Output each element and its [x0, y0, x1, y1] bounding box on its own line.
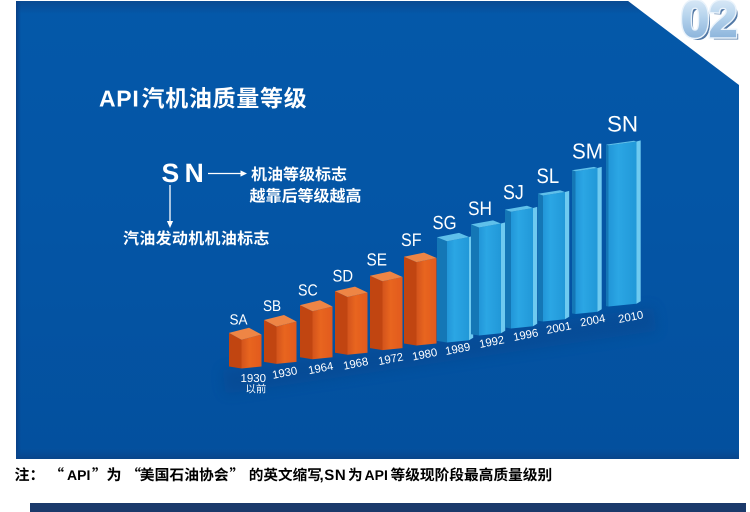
svg-text:SJ: SJ [503, 182, 524, 204]
svg-text:1964: 1964 [307, 361, 334, 378]
svg-text:SA: SA [230, 313, 248, 329]
svg-text:,SN: ,SN [320, 467, 347, 484]
svg-text:SF: SF [401, 230, 422, 250]
svg-text:02: 02 [684, 0, 740, 51]
svg-text:1992: 1992 [478, 334, 505, 351]
svg-text:2010: 2010 [617, 309, 644, 326]
svg-text:SB: SB [263, 298, 281, 315]
svg-text:2001: 2001 [545, 320, 572, 337]
svg-text:1989: 1989 [444, 341, 471, 358]
svg-text:02: 02 [681, 0, 737, 48]
svg-text:SG: SG [433, 213, 457, 234]
svg-text:2004: 2004 [579, 313, 606, 330]
svg-text:SN: SN [607, 112, 638, 137]
svg-text:SD: SD [333, 266, 354, 285]
svg-text:SC: SC [298, 282, 318, 300]
svg-text:02: 02 [681, 0, 737, 48]
svg-text:SN: SN [162, 158, 210, 188]
svg-text:1980: 1980 [411, 347, 438, 364]
svg-text:SH: SH [468, 198, 492, 220]
svg-text:1930: 1930 [241, 373, 267, 385]
svg-text:API: API [99, 86, 139, 112]
svg-text:1996: 1996 [512, 327, 539, 344]
svg-text:1968: 1968 [342, 356, 369, 373]
svg-text:1972: 1972 [377, 351, 404, 368]
svg-text:API: API [365, 467, 388, 483]
svg-text:1930: 1930 [271, 365, 298, 382]
svg-text:SE: SE [367, 249, 388, 269]
svg-text:SM: SM [572, 138, 603, 163]
svg-text:API: API [67, 467, 90, 483]
svg-text:SL: SL [537, 165, 560, 188]
